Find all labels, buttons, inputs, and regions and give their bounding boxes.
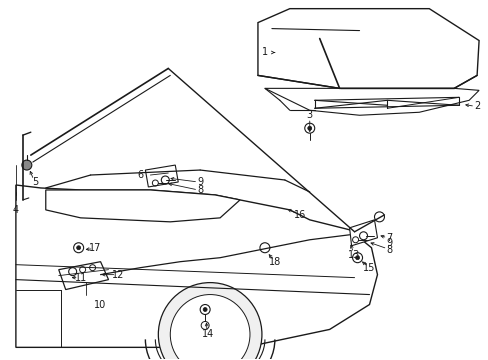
- Text: 13: 13: [348, 250, 360, 260]
- Text: 17: 17: [89, 243, 102, 253]
- Text: 3: 3: [306, 110, 312, 120]
- Text: 6: 6: [137, 170, 143, 180]
- Text: 11: 11: [74, 273, 86, 283]
- Polygon shape: [59, 262, 108, 289]
- Polygon shape: [46, 190, 240, 222]
- Text: 16: 16: [293, 210, 305, 220]
- Text: 1: 1: [261, 48, 267, 58]
- Polygon shape: [258, 9, 478, 88]
- Polygon shape: [264, 88, 478, 115]
- Text: 4: 4: [13, 205, 19, 215]
- Circle shape: [22, 160, 32, 170]
- Text: 9: 9: [197, 177, 203, 187]
- Text: 8: 8: [386, 245, 392, 255]
- Polygon shape: [145, 165, 178, 187]
- Circle shape: [203, 307, 207, 311]
- Text: 12: 12: [112, 270, 124, 280]
- Text: 2: 2: [473, 101, 479, 111]
- Circle shape: [158, 283, 262, 360]
- Text: 5: 5: [33, 177, 39, 187]
- Text: 9: 9: [386, 238, 392, 248]
- Circle shape: [77, 246, 81, 250]
- Text: 18: 18: [268, 257, 281, 267]
- Text: 7: 7: [386, 233, 392, 243]
- Polygon shape: [349, 220, 377, 246]
- Text: 14: 14: [202, 329, 214, 339]
- Text: 15: 15: [363, 263, 375, 273]
- Text: 8: 8: [197, 185, 203, 195]
- Text: 10: 10: [94, 300, 106, 310]
- Polygon shape: [16, 185, 377, 347]
- Circle shape: [355, 256, 359, 260]
- Circle shape: [307, 126, 311, 130]
- Circle shape: [170, 294, 249, 360]
